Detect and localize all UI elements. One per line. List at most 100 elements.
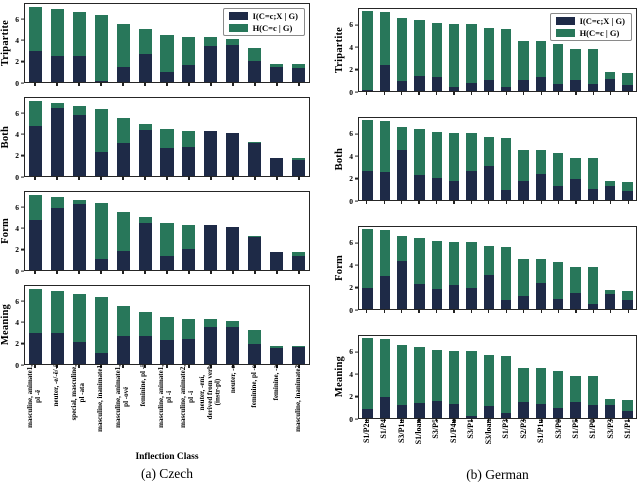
x-tick [575, 309, 577, 313]
bar-slot [549, 118, 566, 200]
bar-slot [243, 286, 265, 364]
bar-slot [428, 9, 445, 91]
x-category-label: neuter, -ení, derived from verb (instr-p… [198, 365, 222, 420]
bar-segment-H [466, 241, 477, 289]
bar-slot [619, 227, 636, 309]
bar-segment-I [247, 236, 261, 270]
bar-segment-I [483, 166, 495, 200]
bar-segment-H [182, 318, 196, 340]
bar [431, 9, 443, 91]
bar [269, 98, 283, 176]
bar-segment-H [73, 200, 87, 205]
bar-slot [463, 336, 480, 418]
bar-segment-I [604, 78, 616, 91]
bar-segment-I [94, 80, 108, 82]
bar-segment-H [291, 252, 305, 256]
bar-segment-H [449, 350, 460, 404]
bar-slot [287, 98, 309, 176]
y-tick [20, 18, 24, 20]
x-category-label: neuter, -o [228, 365, 237, 394]
bar-segment-I [138, 223, 152, 270]
x-tick [383, 418, 385, 422]
bar [138, 4, 152, 82]
bar-segment-I [138, 53, 152, 82]
x-tick [488, 309, 490, 313]
bar-slot [532, 227, 549, 309]
legend-item: H(C=c | G) [228, 23, 298, 33]
x-tick [592, 91, 594, 95]
bar [500, 336, 512, 418]
y-axis-label: Form [0, 218, 11, 244]
bar [587, 336, 598, 418]
bar-slot [25, 4, 47, 82]
panel-caption: (b) German [466, 467, 529, 482]
x-tick [122, 364, 124, 368]
y-tick [354, 133, 358, 135]
bar-segment-I [225, 44, 240, 82]
bar-segment-H [604, 71, 616, 79]
bar-slot [47, 98, 69, 176]
x-tick [166, 270, 168, 274]
bar [73, 192, 87, 270]
bar-segment-I [570, 292, 581, 309]
x-tick [627, 200, 629, 204]
bar-segment-I [73, 341, 87, 364]
bar-segment-H [51, 197, 65, 208]
bar [552, 118, 564, 200]
x-tick [56, 82, 58, 86]
bar-segment-H [414, 237, 425, 284]
x-tick [78, 82, 80, 86]
bar-slot [200, 286, 222, 364]
bar [518, 9, 529, 91]
y-tick-label: 2 [349, 173, 353, 183]
subplot-meaning: Meaning 0 2 4 6 [0, 285, 310, 368]
x-tick [254, 82, 256, 86]
bar-segment-H [483, 27, 495, 80]
bar-segment-I [622, 299, 633, 309]
bar-segment-I [397, 404, 408, 418]
bar [587, 9, 598, 91]
bar [379, 118, 391, 200]
bars [359, 9, 636, 91]
y-tick-label: 6 [15, 202, 19, 212]
bar [379, 227, 391, 309]
x-tick [78, 270, 80, 274]
plot-area [358, 117, 637, 204]
bar-segment-I [414, 283, 425, 309]
x-tick [232, 364, 234, 368]
x-tick [505, 309, 507, 313]
panel-czech: Tripartite 0 2 4 6 I(C=c;X | G) H(C=c | G) Both… [0, 0, 320, 483]
x-category-label: S1/P2u [361, 419, 371, 444]
bar-segment-H [138, 311, 152, 337]
y-tick [354, 91, 358, 93]
x-axis-ticks [358, 309, 637, 313]
bar-segment-I [449, 181, 460, 200]
bar-slot [69, 192, 91, 270]
bar-segment-I [362, 288, 373, 309]
bar-slot [446, 336, 463, 418]
bar-segment-I [138, 130, 152, 176]
bar-segment-I [431, 76, 443, 91]
bar-segment-H [29, 289, 43, 334]
x-tick [298, 270, 300, 274]
bar [182, 286, 196, 364]
y-tick-label: 2 [15, 338, 19, 348]
bar [182, 4, 196, 82]
bar-segment-I [552, 407, 564, 418]
bar-slot [222, 286, 244, 364]
x-tick [610, 200, 612, 204]
x-category-label: S2/P3 [518, 419, 528, 439]
bar-segment-I [116, 67, 130, 82]
bar-segment-H [552, 371, 564, 408]
legend-item: I(C=c;X | G) [228, 12, 298, 21]
bar [552, 336, 564, 418]
x-category-label: S1/loan [414, 419, 424, 445]
x-tick [383, 309, 385, 313]
x-tick [383, 91, 385, 95]
bar-segment-I [587, 404, 598, 418]
x-tick [166, 364, 168, 368]
bar-segment-I [269, 66, 283, 82]
bar-segment-H [116, 117, 130, 143]
bar-slot [619, 336, 636, 418]
bar [138, 286, 152, 364]
